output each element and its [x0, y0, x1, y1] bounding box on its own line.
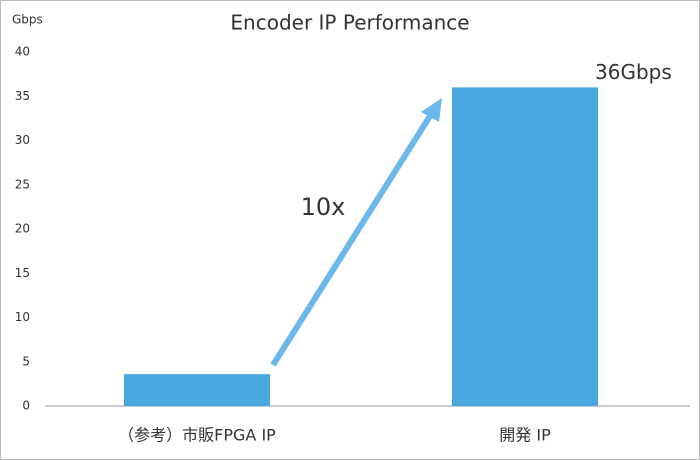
y-axis-unit: Gbps	[12, 13, 43, 27]
arrow-line	[270, 114, 433, 367]
y-tick-label: 40	[15, 45, 30, 59]
y-tick-label: 25	[15, 177, 30, 191]
chart-title: Encoder IP Performance	[230, 11, 469, 35]
y-tick-label: 0	[22, 399, 30, 413]
annotation: 10x	[301, 193, 346, 221]
y-tick-label: 5	[22, 354, 30, 368]
bar	[452, 87, 598, 407]
x-tick-label: 開発 IP	[499, 426, 551, 445]
arrow-head	[421, 98, 442, 122]
y-tick-label: 15	[15, 266, 30, 280]
x-tick-label: （参考）市販FPGA IP	[118, 426, 276, 445]
y-tick-label: 30	[15, 133, 30, 147]
y-tick-label: 35	[15, 89, 30, 103]
bar	[124, 374, 270, 406]
y-tick-label: 10	[15, 310, 30, 324]
y-tick-label: 20	[15, 222, 30, 236]
value-label: 36Gbps	[595, 60, 672, 84]
